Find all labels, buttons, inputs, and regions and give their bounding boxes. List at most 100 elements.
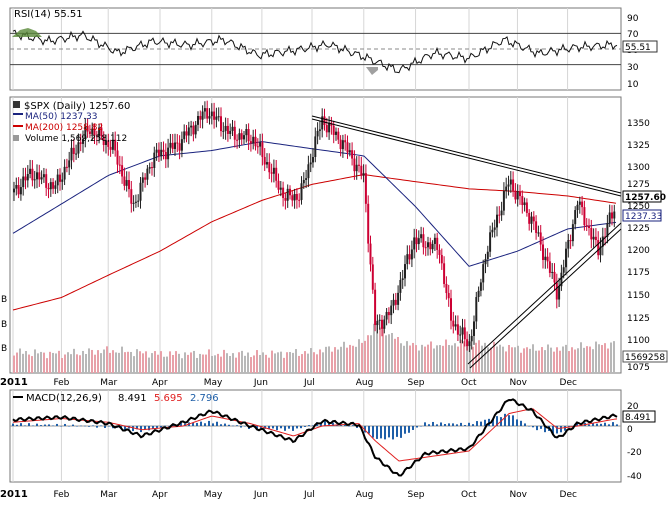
volume-bar — [130, 351, 132, 373]
volume-bar — [487, 347, 489, 373]
volume-bar — [154, 351, 156, 373]
volume-bar — [415, 345, 417, 373]
volume-bar — [190, 352, 192, 373]
macd-histogram-bar — [384, 426, 386, 440]
resistance-trendline — [311, 118, 622, 197]
macd-histogram-bar — [408, 426, 410, 433]
price-bar-body — [585, 225, 588, 227]
volume-bar — [223, 349, 225, 373]
volume-bar — [370, 335, 372, 373]
price-bar-body — [268, 162, 271, 173]
volume-bar — [388, 334, 390, 373]
price-bar-body — [606, 223, 609, 237]
macd-histogram-bar — [592, 423, 594, 426]
macd-histogram-bar — [468, 422, 470, 426]
price-bar-body — [355, 164, 358, 172]
macd-value-text: 8.491 — [625, 413, 651, 423]
volume-bar — [295, 349, 297, 373]
macd-histogram-bar — [60, 426, 62, 427]
price-bar-body — [581, 201, 584, 208]
macd-histogram-bar — [604, 422, 606, 426]
price-bar-body — [286, 188, 289, 201]
price-bar-body — [24, 176, 27, 181]
macd-histogram-bar — [28, 423, 30, 426]
price-bar-body — [54, 185, 57, 189]
volume-bar — [79, 355, 81, 373]
x-tick-label: Mar — [100, 378, 117, 388]
volume-bar — [202, 354, 204, 373]
price-bar-body — [486, 251, 489, 260]
price-bar-body — [438, 249, 441, 255]
macd-value-tag: 8.491 — [622, 410, 656, 423]
price-bar-body — [461, 327, 464, 335]
price-tick-label: 1275 — [627, 180, 650, 190]
price-bar-body — [608, 212, 611, 224]
price-bar-body — [217, 116, 220, 118]
volume-bar — [172, 354, 174, 373]
price-bar-body — [387, 311, 390, 316]
macd-histogram-bar — [464, 425, 466, 426]
price-tick-label: 1225 — [627, 224, 650, 234]
price-value-text: 1257.60 — [625, 193, 666, 203]
price-tick-label: 1175 — [627, 268, 650, 278]
price-bar-body — [224, 125, 227, 131]
x-tick-label: Mar — [100, 490, 117, 500]
price-bar-body — [408, 254, 411, 260]
price-bar-body — [72, 147, 75, 154]
x-tick-label: Jul — [303, 490, 315, 500]
price-bar-body — [49, 182, 52, 190]
macd-histogram-bar — [404, 426, 406, 434]
price-bar-body — [525, 202, 528, 213]
rsi-line-group — [12, 28, 618, 75]
macd-histogram-bar — [388, 426, 390, 438]
price-bar-body — [123, 176, 126, 186]
volume-bar — [313, 352, 315, 373]
macd-histogram-bar — [452, 423, 454, 426]
price-bar-body — [220, 116, 222, 132]
volume-bar — [40, 351, 42, 373]
price-bar-body — [68, 160, 71, 168]
macd-histogram-bar — [484, 419, 486, 426]
volume-bar — [25, 351, 27, 373]
macd-histogram-bar — [244, 426, 246, 427]
price-bar-body — [348, 150, 351, 153]
price-bar-body — [482, 264, 485, 283]
macd-histogram-bar — [140, 426, 142, 433]
volume-bar — [58, 350, 60, 373]
macd-histogram-bar — [504, 413, 506, 426]
price-bar-body — [194, 124, 197, 135]
volume-bar — [139, 351, 141, 373]
macd-legend-macd: 8.491 — [118, 393, 147, 404]
price-bar-body — [404, 264, 406, 279]
price-bar-body — [369, 243, 372, 265]
macd-histogram-bar — [440, 422, 442, 426]
volume-value-tag: 1569258 — [622, 350, 668, 363]
volume-bar — [358, 339, 360, 373]
volume-bar — [142, 353, 144, 373]
macd-histogram-bar — [68, 426, 70, 427]
volume-bar — [523, 348, 525, 373]
price-bar-body — [484, 259, 487, 265]
volume-bar — [526, 347, 528, 373]
macd-histogram-bar — [156, 426, 158, 428]
volume-bar — [73, 348, 75, 373]
price-panel: $SPX (Daily) 1257.60 MA(50) 1237.33 MA(2… — [1, 96, 668, 374]
macd-histogram-bar — [168, 426, 170, 427]
volume-bar — [31, 356, 33, 373]
price-bar-body — [383, 319, 386, 329]
volume-bar — [253, 355, 255, 373]
x-tick-label: May — [204, 490, 223, 500]
volume-bar — [49, 351, 51, 373]
price-bar-body — [335, 131, 337, 135]
price-bar-body — [252, 136, 255, 144]
price-bar-body — [436, 237, 439, 250]
price-bar-body — [523, 202, 526, 206]
macd-signal-line — [12, 408, 618, 462]
volume-bar — [457, 346, 459, 373]
macd-histogram-bar — [292, 426, 294, 431]
price-bar-body — [47, 187, 50, 190]
macd-histogram-bar — [108, 426, 110, 427]
macd-histogram-bar — [556, 426, 558, 434]
price-bar-body — [431, 243, 434, 250]
price-bar-body — [116, 150, 119, 165]
